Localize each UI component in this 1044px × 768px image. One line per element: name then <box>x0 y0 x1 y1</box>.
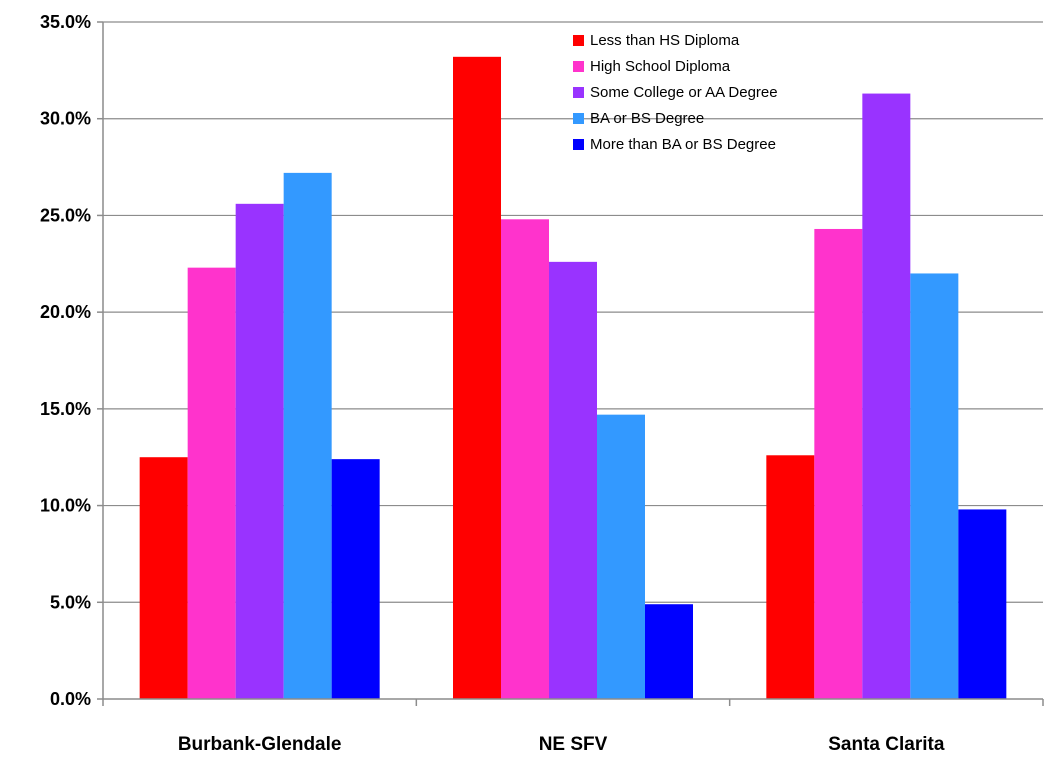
bar <box>910 273 959 699</box>
x-category-label: NE SFV <box>539 734 608 755</box>
bar <box>597 414 645 699</box>
legend-label: High School Diploma <box>590 58 731 75</box>
bar <box>283 172 332 700</box>
bar <box>187 267 236 699</box>
legend-swatch <box>573 113 584 124</box>
bars <box>139 56 1007 700</box>
y-tick-label: 20.0% <box>40 302 91 322</box>
y-tick-label: 10.0% <box>40 496 91 516</box>
y-tick-label: 5.0% <box>50 592 91 612</box>
y-tick-label: 25.0% <box>40 205 91 225</box>
bar <box>862 93 911 699</box>
bar <box>814 228 863 699</box>
legend-swatch <box>573 61 584 72</box>
y-tick-label: 15.0% <box>40 399 91 419</box>
legend-label: Some College or AA Degree <box>590 84 778 101</box>
bar <box>139 457 188 699</box>
y-tick-label: 0.0% <box>50 689 91 709</box>
legend-swatch <box>573 87 584 98</box>
y-tick-label: 30.0% <box>40 109 91 129</box>
legend-label: More than BA or BS Degree <box>590 136 776 153</box>
bar <box>549 261 597 699</box>
legend-label: BA or BS Degree <box>590 110 704 127</box>
legend-label: Less than HS Diploma <box>590 32 740 49</box>
bar <box>958 509 1007 699</box>
y-tick-label: 35.0% <box>40 12 91 32</box>
legend: Less than HS Diploma High School Diploma S… <box>573 32 778 153</box>
axes: 0.0% 5.0% 10.0% 15.0% 20.0% 25.0% 30.0% 35.0% Bu… <box>40 12 1044 755</box>
bar <box>331 459 380 699</box>
legend-swatch <box>573 35 584 46</box>
bar <box>453 56 501 700</box>
x-category-label: Burbank-Glendale <box>178 734 342 755</box>
bar <box>645 604 693 699</box>
legend-swatch <box>573 139 584 150</box>
bar <box>235 203 284 699</box>
x-category-label: Santa Clarita <box>828 734 945 755</box>
bar <box>501 219 549 699</box>
bar <box>766 455 815 699</box>
